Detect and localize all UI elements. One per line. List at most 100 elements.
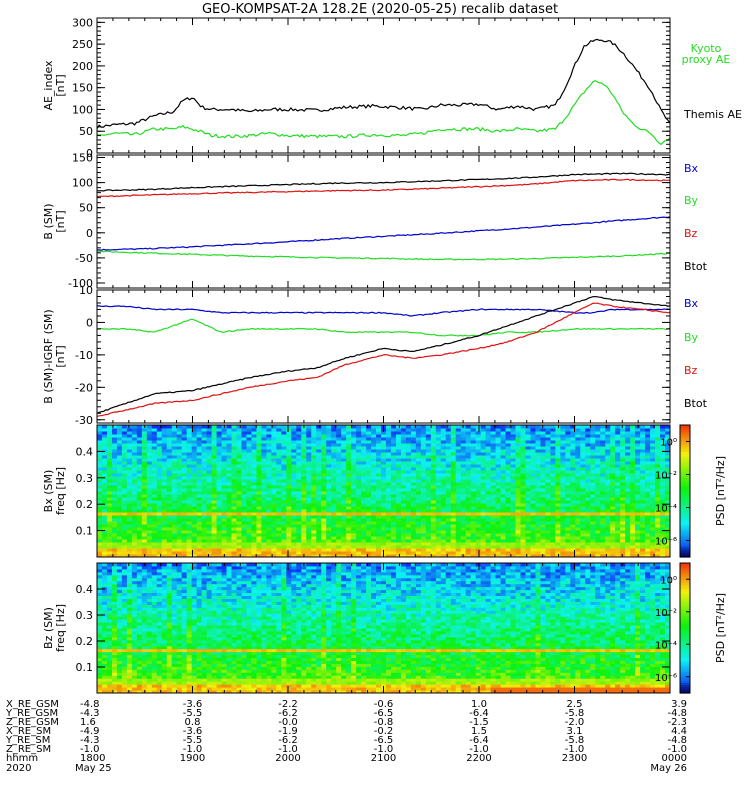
spectrogram-cell (376, 539, 382, 543)
spectrogram-cell (376, 512, 382, 516)
spectrogram-cell (395, 476, 402, 480)
spectrogram-cell (101, 479, 108, 483)
spectrogram-cell (106, 467, 113, 471)
spectrogram-cell (565, 461, 571, 465)
spectrogram-cell (450, 530, 457, 534)
spectrogram-cell (405, 461, 412, 465)
spectrogram-cell (226, 536, 233, 540)
spectrogram-cell (151, 548, 158, 552)
spectrogram-cell (106, 458, 113, 462)
spectrogram-cell (371, 533, 377, 537)
spectrogram-cell (221, 512, 228, 516)
spectrogram-cell (510, 527, 517, 531)
spectrogram-cell (490, 551, 497, 555)
spectrogram-cell (510, 515, 517, 519)
spectrogram-cell (206, 446, 213, 450)
spectrogram-cell (336, 473, 342, 477)
spectrogram-cell (271, 542, 277, 546)
spectrogram-cell (301, 452, 307, 456)
spectrogram-cell (276, 506, 282, 510)
spectrogram-cell (161, 530, 168, 534)
spectrogram-cell (111, 482, 118, 486)
spectrogram-cell (600, 467, 606, 471)
spectrogram-cell (525, 506, 531, 510)
spectrogram-cell (415, 488, 422, 492)
spectrogram-cell (390, 440, 397, 444)
y-axis-unit: [nT] (54, 345, 67, 367)
spectrogram-cell (176, 458, 183, 462)
spectrogram-cell (281, 455, 287, 459)
spectrogram-cell (490, 482, 497, 486)
spectrogram-cell (176, 530, 183, 534)
spectrogram-cell (495, 443, 502, 447)
spectrogram-cell (186, 437, 193, 441)
spectrogram-cell (326, 476, 332, 480)
spectrogram-cell (261, 434, 267, 438)
spectrogram-cell (371, 473, 377, 477)
spectrogram-cell (505, 527, 512, 531)
spectrogram-cell (136, 551, 143, 555)
spectrogram-cell (381, 536, 387, 540)
spectrogram-cell (216, 524, 223, 528)
spectrogram-cell (400, 515, 407, 519)
spectrogram-cell (570, 518, 576, 522)
spectrogram-cell (136, 512, 143, 516)
spectrogram-cell (600, 455, 606, 459)
spectrogram-cell (400, 521, 407, 525)
spectrogram-cell (111, 434, 118, 438)
spectrogram-cell (126, 491, 133, 495)
spectrogram-cell (390, 551, 397, 555)
spectrogram-cell (326, 458, 332, 462)
spectrogram-cell (525, 425, 531, 429)
spectrogram-cell (236, 452, 242, 456)
spectrogram-cell (256, 479, 262, 483)
spectrogram-cell (575, 425, 581, 429)
spectrogram-cell (161, 464, 168, 468)
spectrogram-cell (211, 449, 218, 453)
spectrogram-cell (505, 485, 512, 489)
spectrogram-cell (440, 542, 447, 546)
spectrogram-cell (585, 467, 591, 471)
spectrogram-cell (430, 539, 437, 543)
spectrogram-cell (311, 494, 317, 498)
spectrogram-cell (286, 527, 292, 531)
spectrogram-cell (336, 464, 342, 468)
spectrogram-cell (351, 518, 357, 522)
spectrogram-cell (276, 551, 282, 555)
spectrogram-cell (490, 452, 497, 456)
spectrogram-cell (301, 533, 307, 537)
spectrogram-cell (371, 518, 377, 522)
spectrogram-cell (311, 485, 317, 489)
spectrogram-cell (206, 464, 213, 468)
spectrogram-cell (351, 539, 357, 543)
spectrogram-cell (246, 440, 252, 444)
spectrogram-cell (500, 539, 507, 543)
spectrogram-cell (101, 425, 108, 429)
spectrogram-cell (256, 449, 262, 453)
spectrogram-cell (97, 461, 103, 465)
spectrogram-cell (560, 431, 566, 435)
spectrogram-cell (585, 449, 591, 453)
spectrogram-cell (425, 470, 432, 474)
spectrogram-cell (435, 467, 442, 471)
spectrogram-cell (400, 485, 407, 489)
spectrogram-cell (450, 539, 457, 543)
spectrogram-cell (585, 551, 591, 555)
spectrogram-cell (246, 437, 252, 441)
spectrogram-cell (520, 476, 526, 480)
spectrogram-cell (206, 521, 213, 525)
spectrogram-cell (415, 440, 422, 444)
spectrogram-cell (186, 491, 193, 495)
spectrogram-cell (465, 485, 472, 489)
spectrogram-cell (126, 455, 133, 459)
spectrogram-cell (146, 527, 153, 531)
spectrogram-cell (146, 536, 153, 540)
spectrogram-cell (201, 524, 208, 528)
spectrogram-cell (301, 491, 307, 495)
spectrogram-cell (281, 545, 287, 549)
spectrogram-cell (366, 467, 372, 471)
spectrogram-cell (550, 425, 556, 429)
spectrogram-cell (361, 491, 367, 495)
spectrogram-cell (405, 524, 412, 528)
spectrogram-cell (256, 446, 262, 450)
